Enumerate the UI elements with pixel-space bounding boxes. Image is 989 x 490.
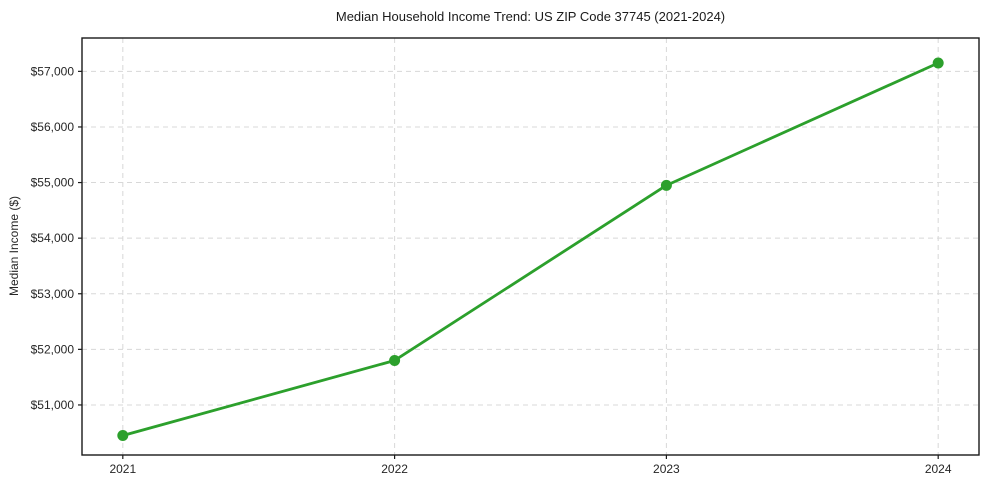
y-tick-label: $55,000 <box>31 176 75 190</box>
data-point <box>389 354 401 366</box>
x-tick-label: 2023 <box>653 462 680 476</box>
y-tick-label: $51,000 <box>31 398 75 412</box>
y-tick-label: $52,000 <box>31 342 75 356</box>
x-tick-label: 2022 <box>381 462 408 476</box>
chart-title: Median Household Income Trend: US ZIP Co… <box>335 9 726 24</box>
y-tick-label: $57,000 <box>31 64 75 78</box>
y-tick-label: $54,000 <box>31 231 75 245</box>
data-point <box>660 179 672 191</box>
x-tick-label: 2024 <box>925 462 952 476</box>
data-point <box>117 430 129 442</box>
plot-frame <box>81 37 980 456</box>
y-tick-label: $56,000 <box>31 120 75 134</box>
data-point <box>932 57 944 69</box>
data-line <box>121 61 940 437</box>
y-tick-label: $53,000 <box>31 287 75 301</box>
x-tick-label: 2021 <box>109 462 136 476</box>
